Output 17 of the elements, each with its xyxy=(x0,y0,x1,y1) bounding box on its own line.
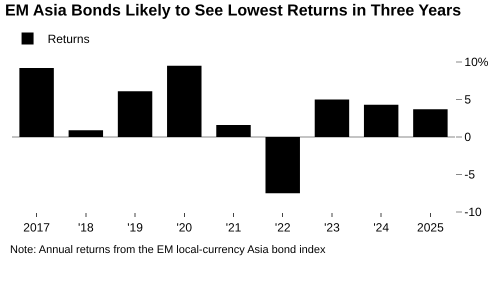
x-tick-label: '18 xyxy=(78,220,94,234)
text: Note: Annual returns from the EM local-currency Asia bond index xyxy=(10,244,326,256)
x-tick-label: '21 xyxy=(226,220,242,234)
x-tick-label: '24 xyxy=(373,220,390,234)
y-tick-label: 10% xyxy=(464,55,489,70)
y-tick-label: 0 xyxy=(464,130,472,144)
x-tick-label: '19 xyxy=(127,220,144,234)
x-tick-label: '22 xyxy=(274,220,291,234)
x-tick-label: 2017 xyxy=(23,220,50,234)
y-tick-label: -5 xyxy=(464,168,476,182)
x-tick-label: 2025 xyxy=(417,220,444,234)
y-tick-label: -10 xyxy=(464,205,482,220)
y-tick-label: 5 xyxy=(464,92,472,107)
chart-title: EM Asia Bonds Likely to See Lowest Returns in Three Years xyxy=(5,2,462,20)
x-tick-label: '23 xyxy=(324,220,340,234)
legend-label: Returns xyxy=(48,32,90,46)
x-tick-label: '20 xyxy=(176,220,192,234)
